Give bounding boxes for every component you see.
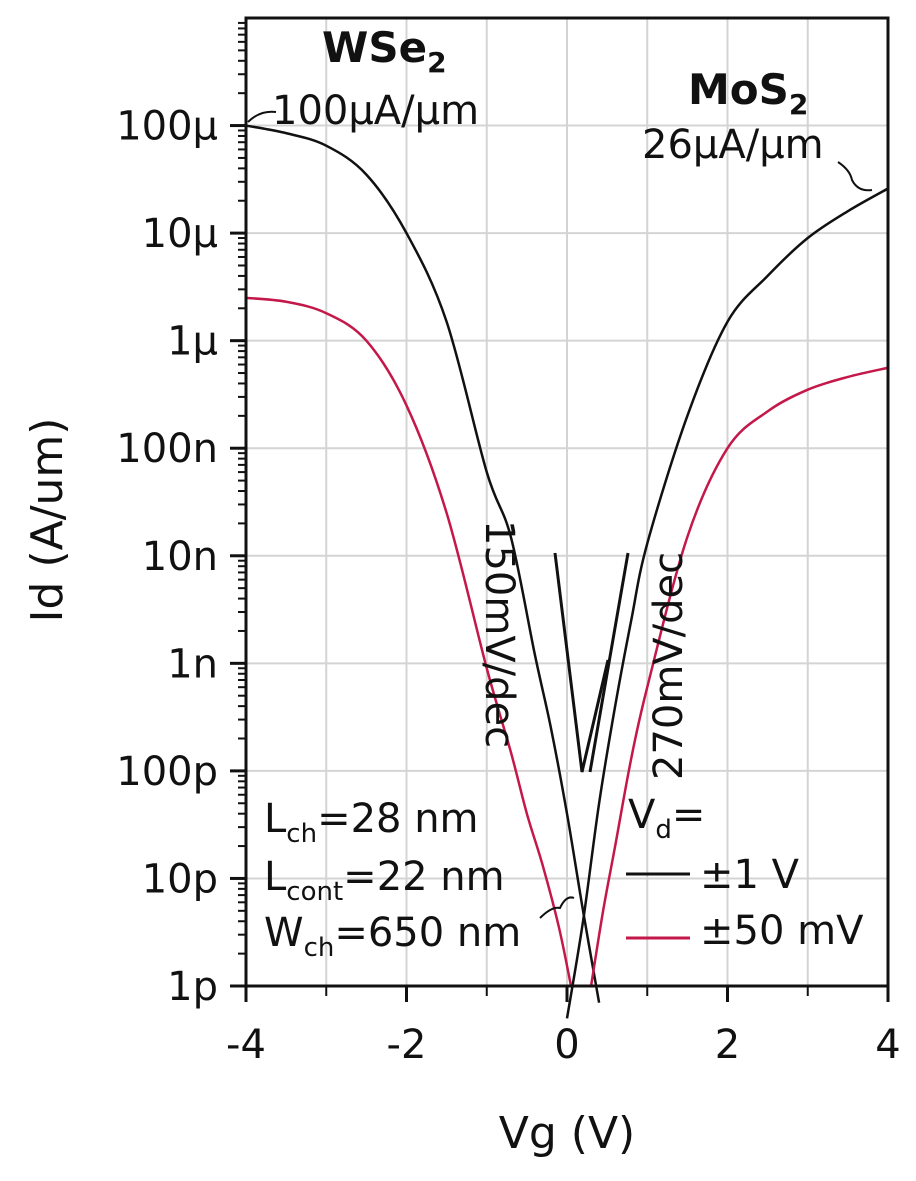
lch-main: L xyxy=(264,796,287,842)
lcont-main: L xyxy=(264,854,287,900)
y-tick-label: 1n xyxy=(167,641,218,687)
x-tick-label: 4 xyxy=(875,1022,900,1068)
wch-label: Wch=650 nm xyxy=(264,910,521,963)
wch-value: =650 nm xyxy=(334,910,521,956)
series-line-1 xyxy=(245,124,601,1003)
slope-left-label: 150mV/dec xyxy=(476,520,522,748)
mos2-leader xyxy=(837,161,873,192)
lcont-label: Lcont=22 nm xyxy=(264,854,505,907)
lcont-sub: cont xyxy=(286,877,343,907)
x-tick-label: -2 xyxy=(387,1022,427,1068)
y-tick-label: 1μ xyxy=(167,319,218,365)
ticks: -4 -2 0 2 4 1p 10p 100p 1n 10n 100n 1μ 10μ 100μ xyxy=(116,21,901,1068)
lch-value: =28 nm xyxy=(317,796,478,842)
y-axis-title: Id (A/um) xyxy=(22,418,73,623)
slope-guide-right xyxy=(588,552,630,773)
mos2-name: MoS xyxy=(688,65,789,114)
vd-sub: d xyxy=(655,815,672,845)
x-tick-label: 0 xyxy=(554,1022,579,1068)
x-axis-title: Vg (V) xyxy=(499,1108,635,1159)
y-tick-label: 10μ xyxy=(142,211,218,257)
series-layer xyxy=(245,124,889,1019)
legend-label-50mv: ±50 mV xyxy=(700,908,864,954)
wch-leader xyxy=(539,896,575,919)
legend-label-1v: ±1 V xyxy=(700,852,800,898)
y-tick-label: 10n xyxy=(142,534,218,580)
y-tick-label: 100n xyxy=(116,426,218,472)
wse2-name: WSe xyxy=(322,23,427,72)
slope-guide-left xyxy=(553,552,610,773)
wse2-current-label: 100μA/μm xyxy=(272,88,479,134)
vd-label: Vd= xyxy=(628,792,705,845)
y-tick-label: 1p xyxy=(167,964,218,1010)
series-line-2 xyxy=(565,187,889,1019)
y-tick-label: 100p xyxy=(116,749,218,795)
lcont-value: =22 nm xyxy=(343,854,504,900)
y-tick-label: 10p xyxy=(142,856,218,902)
mos2-sub: 2 xyxy=(789,88,808,121)
slope-right-label: 270mV/dec xyxy=(646,552,692,780)
mos2-label: MoS2 xyxy=(688,65,808,121)
vd-main: V xyxy=(628,792,656,838)
wch-main: W xyxy=(264,910,304,956)
wch-sub: ch xyxy=(304,933,335,963)
y-tick-label: 100μ xyxy=(116,104,218,150)
vd-equals: = xyxy=(672,792,706,838)
mos2-current-label: 26μA/μm xyxy=(642,122,824,168)
x-tick-label: -4 xyxy=(226,1022,266,1068)
series-line-4 xyxy=(589,366,889,987)
wse2-leader xyxy=(247,110,277,123)
x-tick-label: 2 xyxy=(715,1022,740,1068)
wse2-sub: 2 xyxy=(427,46,446,79)
series-line-3 xyxy=(245,296,573,987)
lch-label: Lch=28 nm xyxy=(264,796,479,849)
lch-sub: ch xyxy=(286,819,317,849)
wse2-label: WSe2 xyxy=(322,23,447,79)
